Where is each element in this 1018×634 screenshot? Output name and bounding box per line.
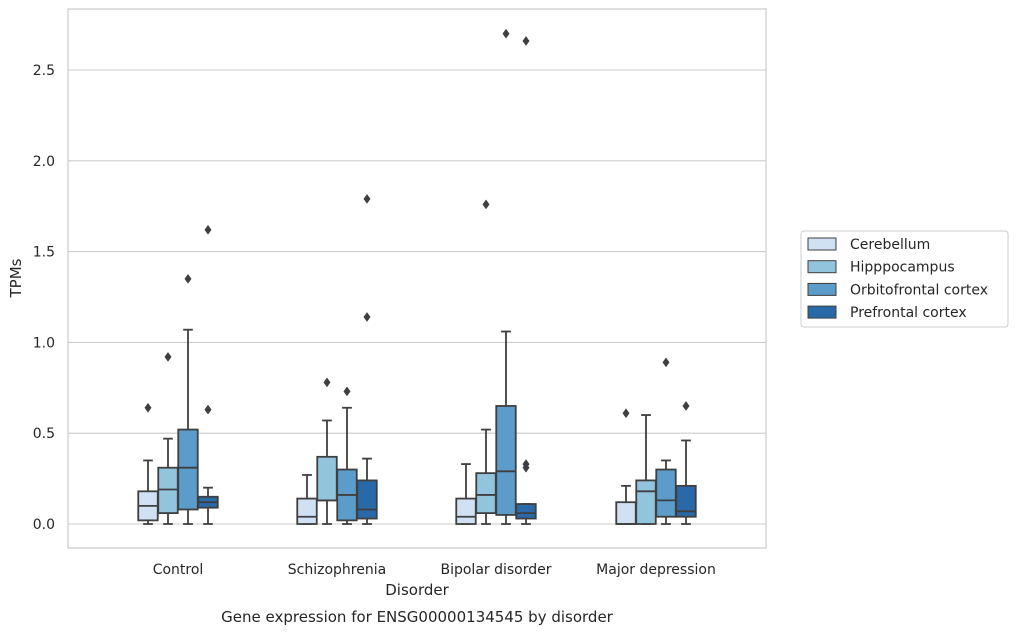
box-plot xyxy=(455,463,477,525)
legend-swatch xyxy=(807,237,837,251)
outlier-point xyxy=(522,36,530,46)
box-plot xyxy=(635,414,657,525)
box-plot xyxy=(675,401,697,525)
outlier-point xyxy=(184,273,192,284)
box-plot xyxy=(177,273,199,525)
x-tick-label: Control xyxy=(153,562,204,578)
box-plot xyxy=(197,224,219,525)
outlier-point xyxy=(482,199,490,210)
legend-label: Cerebellum xyxy=(850,237,930,253)
outlier-point xyxy=(204,224,212,235)
grid-lines xyxy=(68,69,766,525)
outlier-point xyxy=(662,357,670,368)
box-iqr xyxy=(475,472,497,515)
legend-frame xyxy=(800,230,1009,328)
outlier-point xyxy=(144,402,152,413)
box-plot xyxy=(137,402,159,525)
box-plot xyxy=(655,357,677,525)
box-iqr xyxy=(356,479,378,520)
y-tick-label: 2.5 xyxy=(33,63,55,79)
outlier-point xyxy=(682,401,690,411)
box-iqr xyxy=(296,497,318,525)
x-tick-labels: Control Schizophrenia Bipolar disorder Majo… xyxy=(153,562,716,578)
box-iqr xyxy=(157,466,179,515)
chart-caption: Gene expression for ENSG00000134545 by d… xyxy=(221,608,614,626)
box-plot xyxy=(356,194,378,525)
plot-frame xyxy=(67,8,767,549)
outlier-point xyxy=(164,352,172,362)
x-tick-label: Bipolar disorder xyxy=(440,562,551,578)
legend-swatch xyxy=(807,282,837,296)
box-iqr xyxy=(316,455,338,502)
box-iqr xyxy=(515,503,537,520)
box-plot xyxy=(495,28,517,525)
y-tick-labels: 0.0 0.5 1.0 1.5 2.0 2.5 xyxy=(33,63,55,533)
box-plot xyxy=(157,352,179,525)
x-tick-label: Schizophrenia xyxy=(288,562,386,578)
legend-label: Hipppocampus xyxy=(850,260,955,276)
outlier-point xyxy=(323,377,331,388)
box-groups xyxy=(137,28,697,525)
legend: Cerebellum Hipppocampus Orbitofrontal cort… xyxy=(800,230,1009,328)
y-tick-label: 1.0 xyxy=(33,335,55,351)
y-tick-label: 2.0 xyxy=(33,154,55,170)
legend-label: Orbitofrontal cortex xyxy=(850,282,988,298)
x-axis-label: Disorder xyxy=(385,581,449,599)
box-iqr xyxy=(177,428,199,511)
outlier-point xyxy=(363,312,371,322)
y-tick-label: 0.0 xyxy=(33,517,55,533)
box-plot xyxy=(515,36,537,525)
legend-label: Prefrontal cortex xyxy=(850,305,967,321)
box-iqr xyxy=(455,497,477,525)
outlier-point xyxy=(502,28,510,39)
outlier-point xyxy=(363,194,371,204)
box-plot xyxy=(316,377,338,525)
box-iqr xyxy=(655,468,677,518)
y-tick-label: 1.5 xyxy=(33,245,55,261)
legend-swatch xyxy=(807,305,837,319)
box-iqr xyxy=(615,501,637,525)
outlier-point xyxy=(622,408,630,419)
box-iqr xyxy=(635,479,657,525)
outlier-point xyxy=(204,404,212,415)
outlier-point xyxy=(343,386,351,397)
box-iqr xyxy=(675,484,697,518)
box-plot xyxy=(615,408,637,525)
x-tick-label: Major depression xyxy=(596,562,716,578)
legend-swatch xyxy=(807,260,837,274)
box-plot xyxy=(296,474,318,525)
box-plot xyxy=(475,199,497,525)
outlier-point xyxy=(522,462,530,473)
box-iqr xyxy=(495,405,517,516)
y-axis-label: TPMs xyxy=(7,258,25,298)
y-tick-label: 0.5 xyxy=(33,426,55,442)
box-plot xyxy=(336,386,358,525)
